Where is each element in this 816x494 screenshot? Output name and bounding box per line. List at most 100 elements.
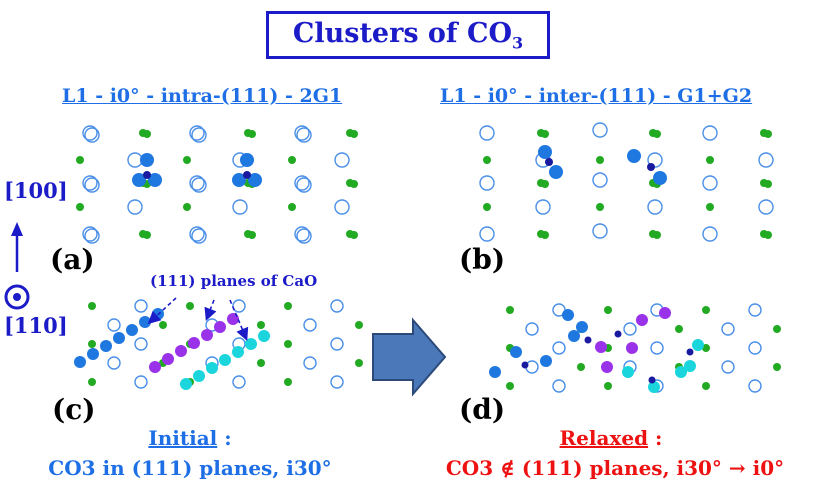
title-box: Clusters of CO3 <box>266 11 550 59</box>
carbonate-atom <box>201 329 213 341</box>
green-atom <box>143 231 151 239</box>
carbonate-atom <box>180 378 192 390</box>
carbonate-atom <box>126 324 138 336</box>
carbonate-carbon <box>614 330 622 338</box>
green-atom <box>764 231 772 239</box>
open-atom <box>702 175 718 191</box>
green-atom <box>186 302 194 310</box>
green-atom <box>653 231 661 239</box>
carbonate-oxygen <box>653 171 667 185</box>
open-atom <box>479 125 495 141</box>
carbonate-atom <box>568 330 580 342</box>
green-atom <box>257 321 265 329</box>
carbonate-oxygen <box>248 173 262 187</box>
green-atom <box>702 344 710 352</box>
carbonate-atom <box>258 330 270 342</box>
panel-c-atoms <box>74 299 363 390</box>
green-atom <box>577 363 585 371</box>
green-atom <box>604 306 612 314</box>
open-atom <box>525 322 539 336</box>
carbonate-atom <box>510 346 522 358</box>
green-atom <box>350 180 358 188</box>
open-atom <box>702 226 718 242</box>
green-atom <box>183 156 191 164</box>
figure-title: Clusters of CO3 <box>292 17 524 53</box>
carbonate-atom <box>219 354 231 366</box>
green-atom <box>88 378 96 386</box>
panel-d-label: (d) <box>459 393 506 426</box>
open-atom <box>134 337 148 351</box>
open-atom <box>748 303 762 317</box>
open-atom <box>107 356 121 370</box>
carbonate-carbon <box>545 158 553 166</box>
up-arrow-head-icon <box>11 222 23 236</box>
open-atom <box>303 318 317 332</box>
panel-b-label: (b) <box>459 243 506 276</box>
carbonate-carbon <box>648 376 656 384</box>
panel-b-atoms <box>479 122 774 242</box>
green-atom <box>706 156 714 164</box>
green-atom <box>702 306 710 314</box>
open-atom <box>127 152 143 168</box>
carbonate-carbon <box>243 171 251 179</box>
planes-annotation: (111) planes of CaO <box>150 272 318 290</box>
green-atom <box>284 340 292 348</box>
carbonate-atom <box>245 338 257 350</box>
open-atom <box>330 337 344 351</box>
carbonate-atom <box>675 366 687 378</box>
open-atom <box>758 152 774 168</box>
carbonate-atom <box>87 348 99 360</box>
open-atom <box>592 223 608 239</box>
carbonate-carbon <box>647 163 655 171</box>
open-atom <box>535 199 551 215</box>
green-atom <box>248 130 256 138</box>
carbonate-atom <box>214 321 226 333</box>
green-atom <box>76 203 84 211</box>
open-atom <box>296 127 312 143</box>
panel-d-atoms <box>489 303 781 393</box>
open-atom <box>479 175 495 191</box>
green-atom <box>76 156 84 164</box>
caption-initial-line2: CO3 in (111) planes, i30° <box>48 456 332 480</box>
carbonate-atom <box>149 361 161 373</box>
carbonate-atom <box>576 321 588 333</box>
carbonate-atom <box>232 346 244 358</box>
green-atom <box>764 130 772 138</box>
axis-label-100: [100] <box>4 178 68 203</box>
open-atom <box>592 172 608 188</box>
carbonate-oxygen <box>132 173 146 187</box>
carbonate-carbon <box>584 336 592 344</box>
open-atom <box>127 199 143 215</box>
green-atom <box>506 382 514 390</box>
open-atom <box>296 228 312 244</box>
open-atom <box>552 379 566 393</box>
open-atom <box>721 322 735 336</box>
open-atom <box>479 226 495 242</box>
green-atom <box>541 130 549 138</box>
carbonate-atom <box>193 370 205 382</box>
green-atom <box>355 359 363 367</box>
open-atom <box>702 125 718 141</box>
carbonate-atom <box>489 366 501 378</box>
open-atom <box>82 226 98 242</box>
panel-a-label: (a) <box>50 243 95 276</box>
open-atom <box>191 177 207 193</box>
carbonate-atom <box>74 356 86 368</box>
carbonate-oxygen <box>232 173 246 187</box>
carbonate-oxygen <box>549 165 563 179</box>
open-atom <box>232 375 246 389</box>
green-atom <box>604 382 612 390</box>
out-of-plane-icon <box>4 284 30 310</box>
open-atom <box>84 177 100 193</box>
green-atom <box>355 321 363 329</box>
carbonate-atom <box>139 316 151 328</box>
carbonate-atom <box>626 342 638 354</box>
green-atom <box>773 363 781 371</box>
green-atom <box>143 130 151 138</box>
carbonate-atom <box>227 313 239 325</box>
open-atom <box>134 375 148 389</box>
green-atom <box>284 302 292 310</box>
carbonate-atom <box>175 345 187 357</box>
caption-relaxed-line1: Relaxed : <box>559 426 663 450</box>
open-atom <box>552 341 566 355</box>
